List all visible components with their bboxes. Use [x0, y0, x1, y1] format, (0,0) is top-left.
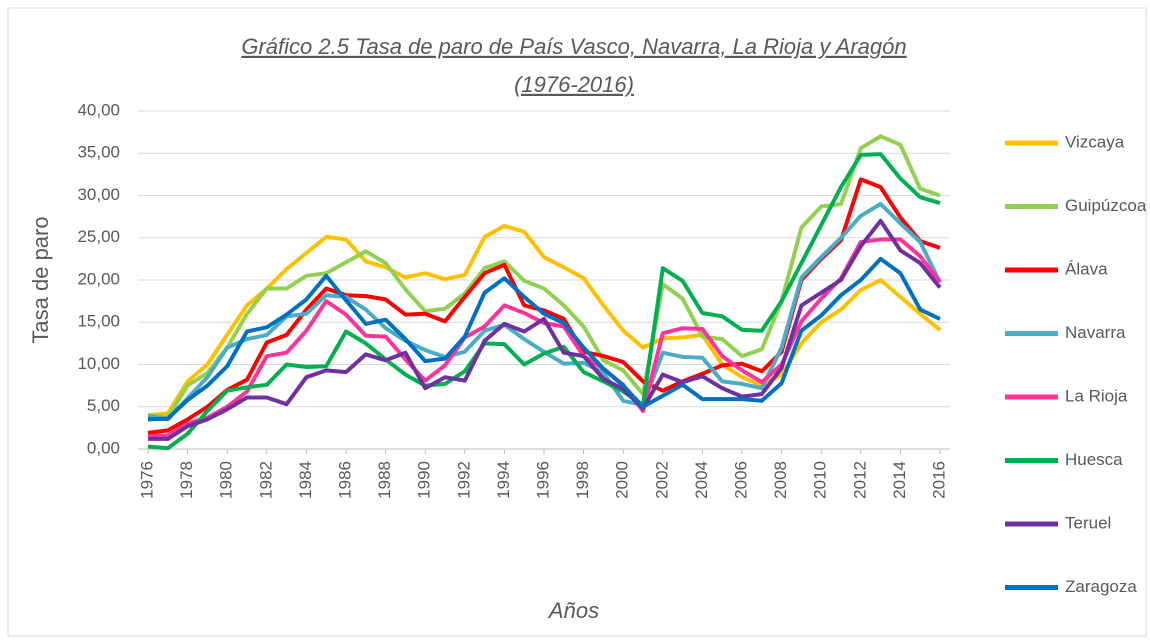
- x-tick-label: 2008: [771, 461, 790, 499]
- x-tick-label: 1986: [335, 461, 354, 499]
- x-tick-label: 1994: [494, 461, 513, 499]
- y-tick-label: 15,00: [77, 312, 120, 331]
- y-tick-label: 40,00: [77, 100, 120, 119]
- legend-label: Vizcaya: [1065, 132, 1125, 151]
- x-tick-label: 1976: [137, 461, 156, 499]
- y-tick-label: 0,00: [87, 438, 120, 457]
- x-tick-label: 2016: [929, 461, 948, 499]
- chart-title: (1976-2016): [514, 72, 634, 97]
- x-tick-label: 1998: [573, 461, 592, 499]
- x-tick-label: 1982: [256, 461, 275, 499]
- line-series: [147, 152, 941, 451]
- x-tick-label: 1980: [217, 461, 236, 499]
- x-tick-label: 1990: [415, 461, 434, 499]
- legend-label: Álava: [1065, 259, 1108, 278]
- x-tick-label: 2012: [850, 461, 869, 499]
- legend-label: Zaragoza: [1065, 577, 1137, 596]
- legend-label: La Rioja: [1065, 386, 1128, 405]
- line-series: [147, 237, 942, 439]
- x-tick-label: 1984: [296, 461, 315, 499]
- legend-label: Teruel: [1065, 513, 1111, 532]
- x-tick-label: 2006: [731, 461, 750, 499]
- legend-label: Navarra: [1065, 323, 1126, 342]
- y-axis-title: Tasa de paro: [28, 216, 53, 343]
- legend-label: Huesca: [1065, 450, 1123, 469]
- y-tick-label: 35,00: [77, 143, 120, 162]
- x-tick-label: 2004: [692, 461, 711, 499]
- line-series: [148, 218, 942, 441]
- x-tick-label: 1992: [454, 461, 473, 499]
- x-tick-label: 1996: [533, 461, 552, 499]
- x-tick-label: 2014: [890, 461, 909, 499]
- y-tick-label: 30,00: [77, 185, 120, 204]
- line-series: [147, 256, 941, 422]
- legend-label: Guipúzcoa: [1065, 196, 1147, 215]
- y-tick-label: 10,00: [77, 354, 120, 373]
- x-tick-label: 2010: [811, 461, 830, 499]
- y-tick-label: 25,00: [77, 227, 120, 246]
- line-series: [147, 223, 942, 418]
- x-tick-label: 1988: [375, 461, 394, 499]
- chart-title: Gráfico 2.5 Tasa de paro de País Vasco, …: [241, 34, 906, 59]
- x-tick-label: 2000: [613, 461, 632, 499]
- y-tick-label: 20,00: [77, 269, 120, 288]
- line-series: [147, 134, 941, 419]
- x-axis-title: Años: [547, 598, 599, 623]
- y-tick-label: 5,00: [87, 396, 120, 415]
- x-tick-label: 1978: [177, 461, 196, 499]
- x-tick-label: 2002: [652, 461, 671, 499]
